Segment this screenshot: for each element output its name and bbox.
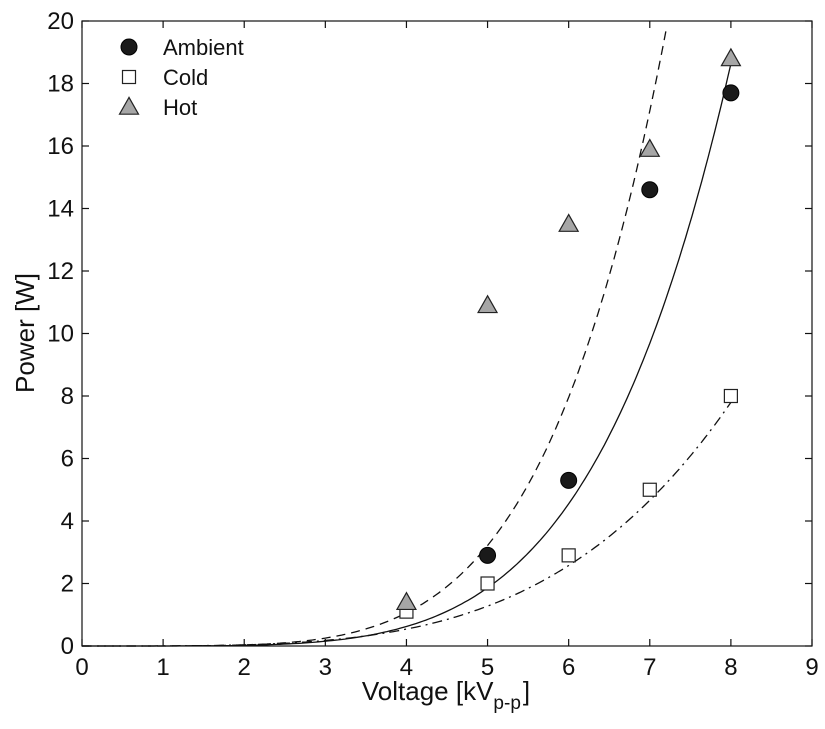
y-tick-label: 12 [47, 258, 74, 285]
data-markers [395, 47, 742, 619]
legend-marker-cold [121, 69, 137, 85]
legend-label-ambient: Ambient [163, 35, 244, 60]
y-tick-label: 20 [47, 8, 74, 35]
legend-label-cold: Cold [163, 65, 208, 90]
x-tick-label: 6 [562, 654, 575, 681]
x-tick-label: 0 [75, 654, 88, 681]
fit-lines [82, 30, 732, 647]
x-tick-label: 3 [319, 654, 332, 681]
y-tick-label: 8 [61, 383, 74, 410]
x-tick-label: 5 [481, 654, 494, 681]
x-axis-label-subscript: p-p [493, 693, 520, 714]
x-axis-label-close: ] [523, 676, 530, 706]
x-tick-label: 7 [643, 654, 656, 681]
x-tick-label: 2 [238, 654, 251, 681]
fit-line-hot [82, 30, 667, 647]
y-tick-label: 18 [47, 71, 74, 98]
y-tick-label: 2 [61, 571, 74, 598]
marker-ambient [722, 84, 740, 102]
marker-cold [480, 576, 495, 591]
marker-cold [723, 388, 738, 404]
marker-hot [395, 591, 417, 611]
x-tick-label: 1 [156, 654, 169, 681]
marker-hot [639, 138, 661, 157]
marker-hot [720, 47, 742, 67]
legend-marker-hot [118, 96, 140, 115]
x-axis-label-main: Voltage [kV [362, 676, 494, 706]
y-tick-label: 4 [61, 508, 74, 535]
marker-ambient [560, 471, 578, 489]
y-axis-label: Power [W] [10, 273, 40, 393]
legend-label-hot: Hot [163, 95, 197, 120]
x-axis-ticks: 0 1 2 3 4 5 6 7 8 9 [75, 21, 819, 681]
y-tick-label: 16 [47, 133, 74, 160]
marker-hot [477, 294, 499, 314]
legend-marker-ambient [120, 38, 138, 56]
marker-hot [558, 213, 580, 232]
marker-ambient [641, 181, 659, 199]
y-axis-ticks: 0 2 4 6 8 10 12 14 16 18 20 [47, 8, 812, 660]
marker-cold [642, 482, 657, 497]
y-tick-label: 6 [61, 446, 74, 473]
x-tick-label: 4 [400, 654, 413, 681]
marker-ambient [479, 546, 497, 564]
y-tick-label: 0 [61, 633, 74, 660]
y-tick-label: 14 [47, 196, 74, 223]
y-tick-label: 10 [47, 321, 74, 348]
fit-line-ambient [82, 63, 732, 647]
x-tick-label: 9 [805, 654, 818, 681]
x-axis-label: Voltage [kVp-p] [362, 676, 530, 714]
marker-cold [561, 548, 576, 563]
legend: Ambient Cold Hot [118, 35, 244, 120]
x-tick-label: 8 [724, 654, 737, 681]
